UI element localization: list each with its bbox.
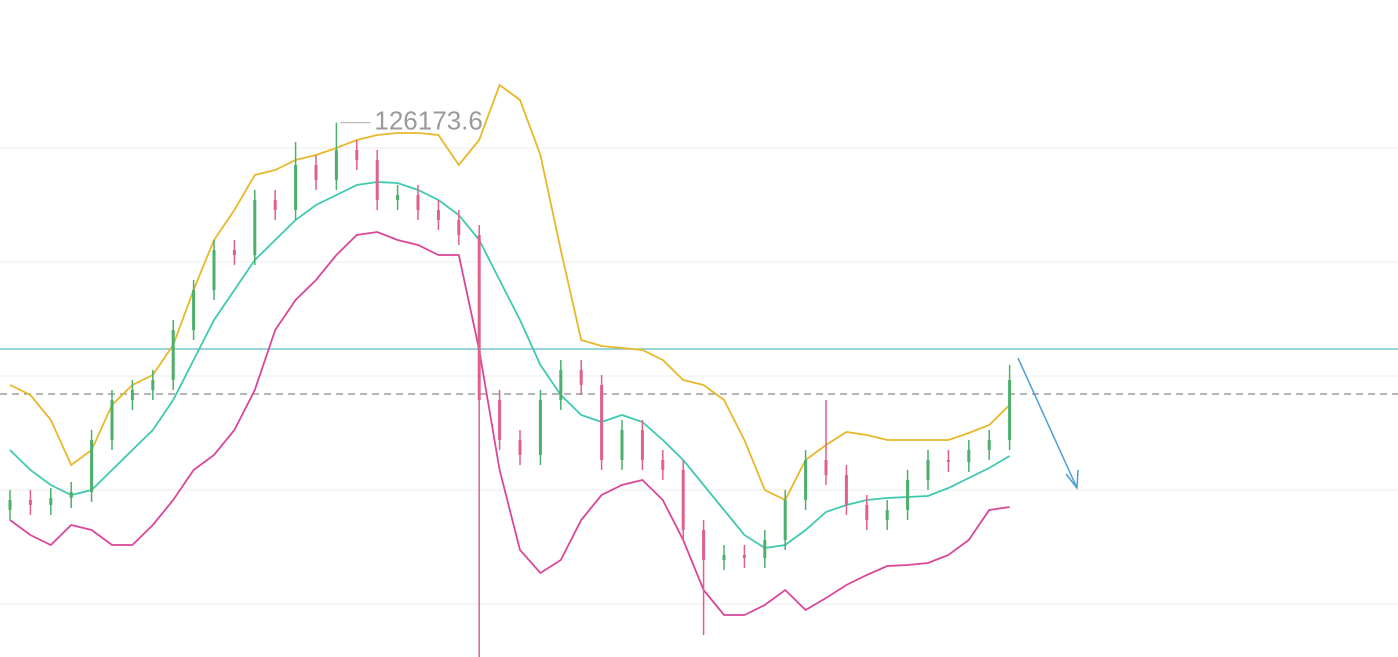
candle-body bbox=[702, 530, 706, 560]
candle-body bbox=[600, 385, 604, 460]
band-line bbox=[9, 83, 1011, 502]
band-line bbox=[9, 231, 1010, 616]
candle-body bbox=[824, 460, 828, 475]
candle-body bbox=[885, 510, 889, 520]
candle-body bbox=[130, 390, 134, 400]
candle-body bbox=[28, 500, 32, 505]
candle-body bbox=[967, 450, 971, 462]
trend-arrow-head bbox=[1065, 469, 1079, 491]
candle-body bbox=[559, 370, 563, 400]
candle-body bbox=[844, 475, 848, 505]
candle-body bbox=[783, 500, 787, 540]
candle-body bbox=[151, 380, 155, 390]
candle-body bbox=[90, 440, 94, 492]
candle-body bbox=[906, 480, 910, 510]
candle-body bbox=[232, 250, 236, 255]
candle-body bbox=[49, 498, 53, 505]
high-marker-label: 126173.6 bbox=[374, 106, 482, 136]
candle-body bbox=[436, 210, 440, 220]
candle-body bbox=[620, 430, 624, 460]
candle-body bbox=[579, 370, 583, 385]
candle-body bbox=[518, 440, 522, 455]
candle-body bbox=[69, 492, 73, 498]
candle-body bbox=[865, 505, 869, 520]
candle-body bbox=[498, 400, 502, 440]
candle-body bbox=[722, 555, 726, 560]
candle-body bbox=[681, 470, 685, 530]
candle-body bbox=[110, 400, 114, 440]
candle-body bbox=[355, 150, 359, 160]
candle-body bbox=[416, 195, 420, 210]
plot: 126173.6 bbox=[0, 83, 1398, 657]
candle-body bbox=[926, 460, 930, 480]
band-line bbox=[9, 181, 1011, 549]
candle-body bbox=[538, 400, 542, 455]
candle-body bbox=[253, 200, 257, 255]
candle-body bbox=[661, 460, 665, 470]
candle-body bbox=[171, 330, 175, 380]
candle-body bbox=[763, 540, 767, 558]
candle-body bbox=[192, 290, 196, 330]
candle-body bbox=[742, 555, 746, 558]
candle-body bbox=[987, 440, 991, 450]
candle-body bbox=[946, 460, 950, 462]
candle-body bbox=[1008, 380, 1012, 440]
candle-body bbox=[294, 165, 298, 210]
candle-body bbox=[334, 150, 338, 180]
candle-body bbox=[396, 195, 400, 200]
candle-body bbox=[314, 165, 318, 180]
candle-body bbox=[8, 500, 12, 510]
candle-body bbox=[375, 160, 379, 200]
trend-arrow bbox=[1017, 357, 1078, 489]
candle-body bbox=[457, 220, 461, 235]
candle-body bbox=[804, 460, 808, 500]
candle-body bbox=[640, 430, 644, 460]
candle-body bbox=[273, 200, 277, 210]
candle-body bbox=[477, 235, 481, 400]
candle-body bbox=[212, 250, 216, 290]
